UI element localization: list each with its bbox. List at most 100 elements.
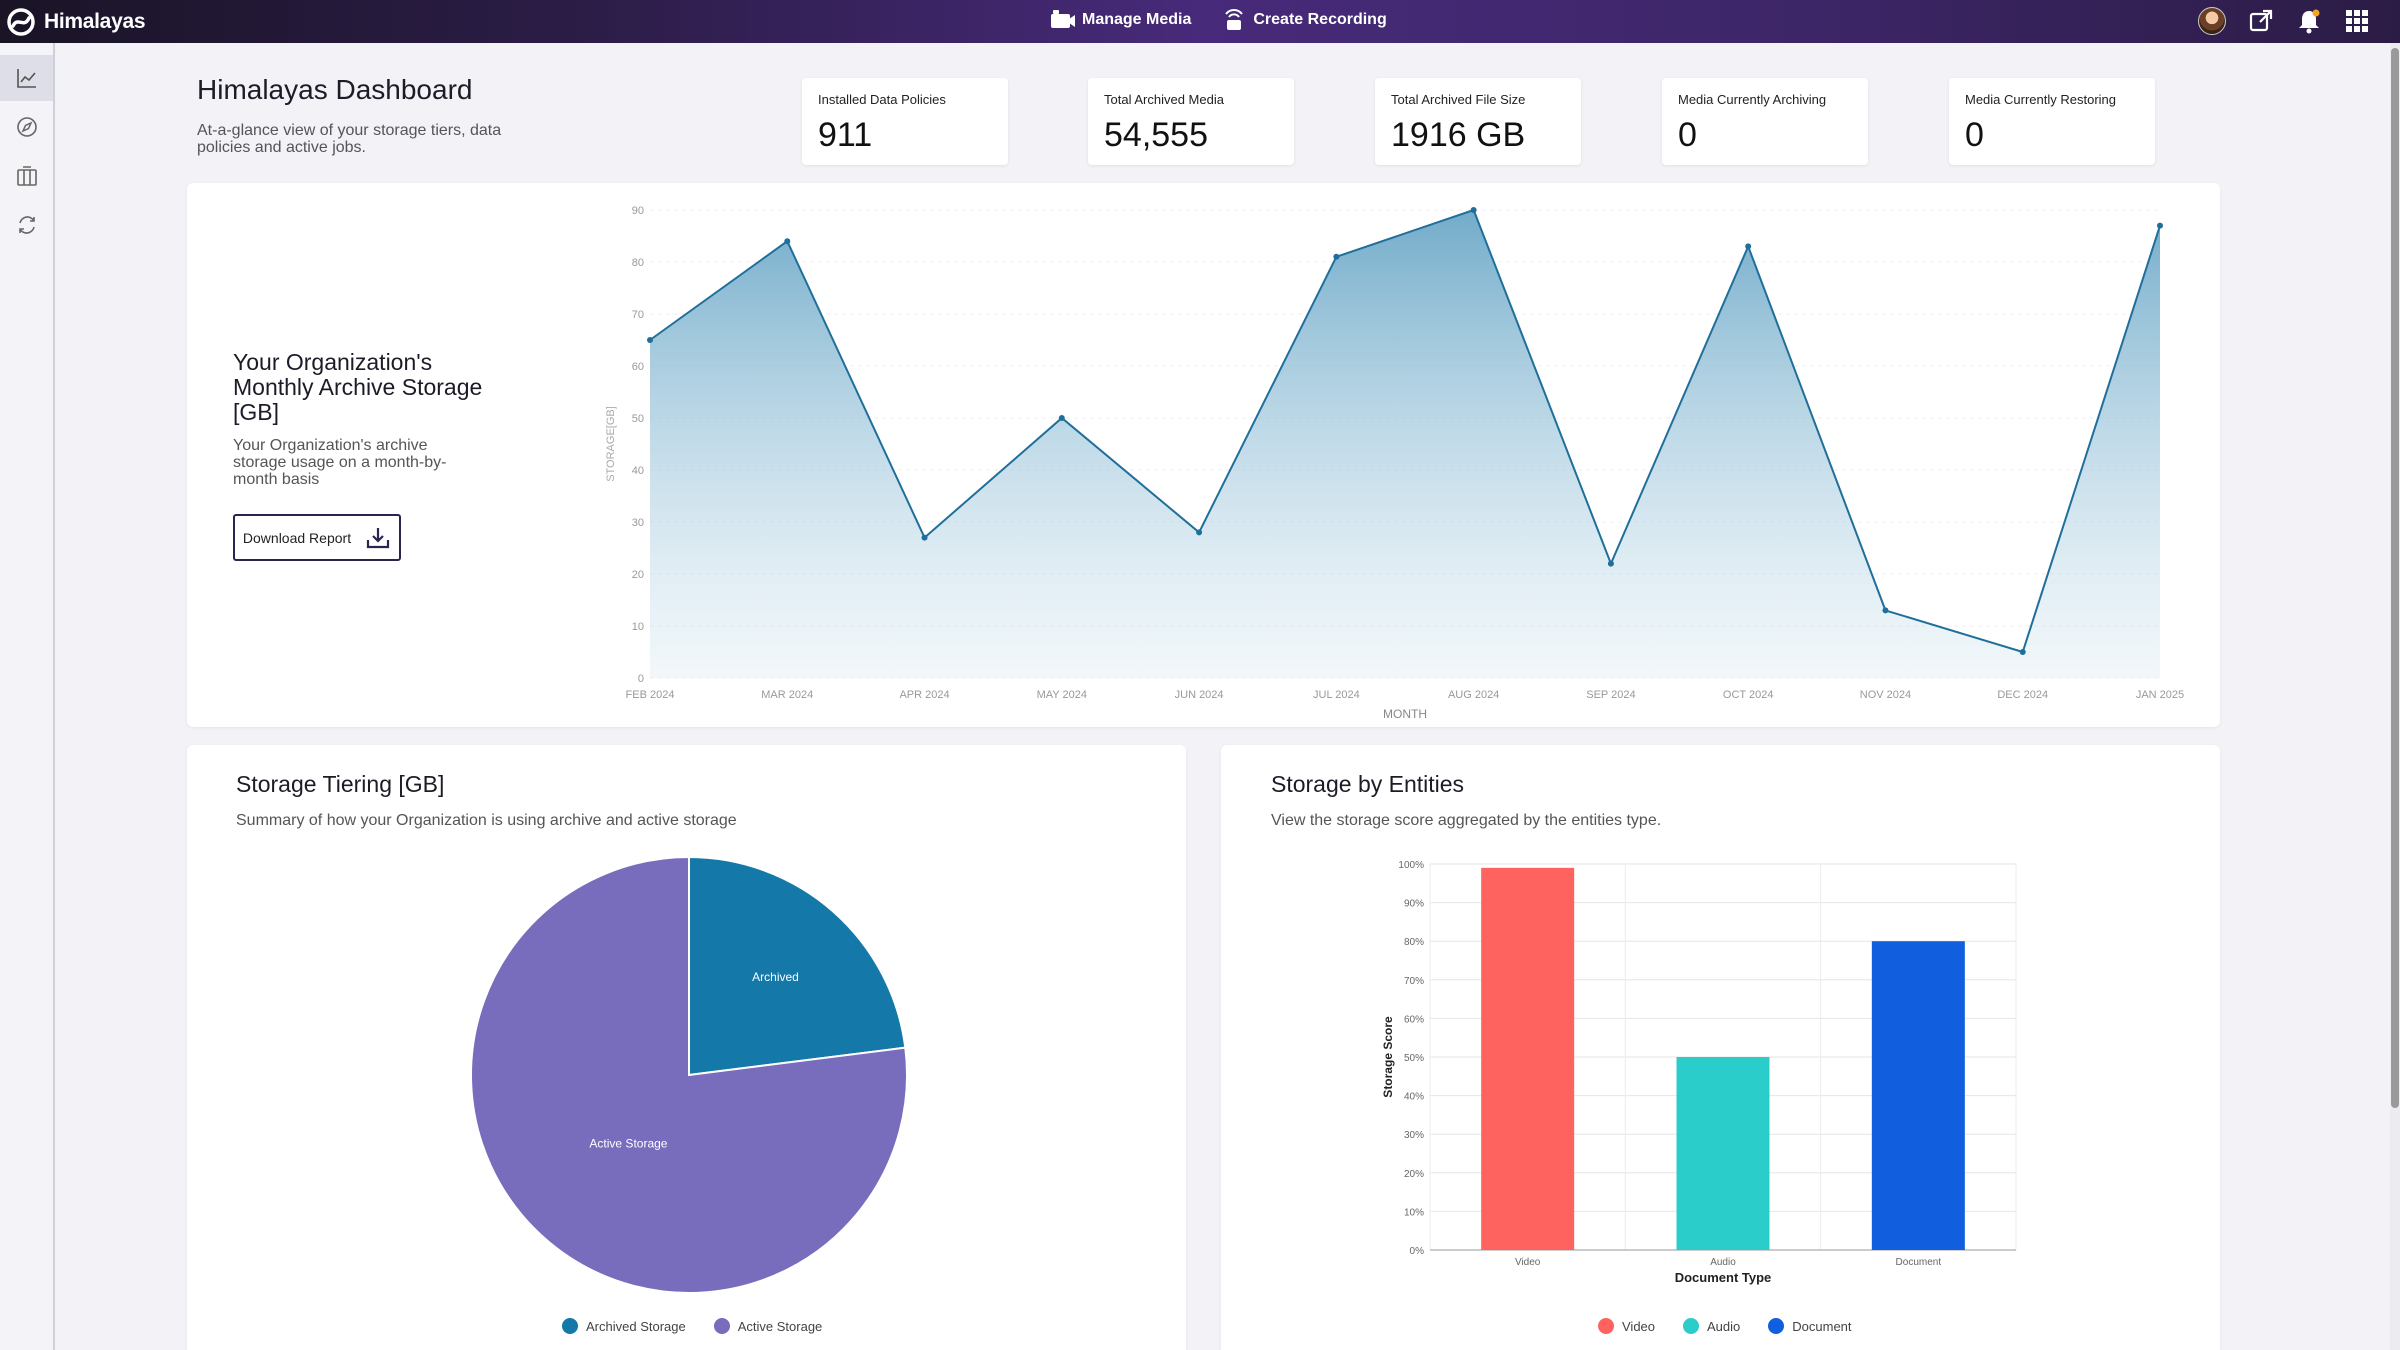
data-point	[1882, 607, 1889, 614]
y-tick-label: 90	[632, 205, 644, 217]
x-tick-label: JUL 2024	[1313, 689, 1360, 701]
legend-item-active[interactable]: Active Storage	[713, 1318, 822, 1334]
brand[interactable]: Himalayas	[6, 6, 146, 37]
legend-dot	[713, 1318, 730, 1334]
area-fill	[650, 210, 2160, 678]
avatar[interactable]	[2198, 7, 2226, 35]
bar	[1676, 1057, 1770, 1250]
line-chart-icon	[16, 69, 36, 88]
top-actions: Manage Media Create Recording	[1050, 8, 1387, 32]
y-tick-label: 40	[632, 465, 644, 477]
download-report-button[interactable]: Download Report	[233, 514, 401, 561]
x-tick-label: Audio	[1710, 1257, 1736, 1268]
data-point	[1333, 253, 1340, 260]
storage-tiering-subtitle: Summary of how your Organization is usin…	[236, 812, 737, 829]
y-tick-label: 10%	[1404, 1207, 1424, 1218]
sidebar-item-dashboard[interactable]	[0, 55, 53, 101]
x-tick-label: JAN 2025	[2136, 689, 2184, 701]
stat-label: Total Archived Media	[1104, 92, 1224, 107]
legend-item-document[interactable]: Document	[1768, 1318, 1852, 1334]
legend-item-audio[interactable]: Audio	[1683, 1318, 1740, 1334]
data-point	[2019, 649, 2026, 655]
top-right-controls	[2198, 7, 2370, 35]
y-tick-label: 40%	[1404, 1092, 1424, 1103]
external-link-icon[interactable]	[2248, 8, 2274, 34]
data-point	[647, 337, 653, 343]
monthly-area-chart: 0 10 20 30 40 50 60 70 80 90 FEB 2024 MAR 2024 APR 2…	[605, 205, 2184, 721]
video-icon	[1051, 10, 1075, 28]
data-point	[1745, 243, 1752, 250]
bar	[1871, 941, 1965, 1250]
series-line	[649, 208, 2161, 654]
bar-legend: Video Audio Document	[1598, 1318, 1852, 1334]
legend-item-archived[interactable]: Archived Storage	[562, 1318, 686, 1334]
x-tick-label: FEB 2024	[626, 689, 675, 701]
pie-legend: Archived Storage Active Storage	[562, 1318, 822, 1334]
x-tick-label: OCT 2024	[1723, 689, 1774, 701]
stat-value: 0	[1678, 116, 1697, 154]
bell-icon[interactable]	[2296, 8, 2322, 34]
x-tick-label: Document	[1896, 1257, 1942, 1268]
legend-label: Document	[1792, 1318, 1852, 1334]
stat-value: 1916 GB	[1391, 116, 1526, 154]
refresh-icon	[18, 216, 35, 234]
page-title: Himalayas Dashboard	[197, 74, 473, 105]
y-tick-label: 70	[632, 309, 644, 321]
y-tick-label: 70%	[1404, 976, 1424, 987]
legend-label: Archived Storage	[586, 1318, 686, 1334]
y-tick-label: 50	[632, 413, 644, 425]
legend-item-video[interactable]: Video	[1598, 1318, 1655, 1334]
apps-grid-icon[interactable]	[2344, 8, 2370, 34]
data-point	[1607, 560, 1614, 567]
stat-card-archived-file-size: Total Archived File Size 1916 GB	[1375, 78, 1581, 165]
y-axis-label: Storage Score	[1381, 1016, 1395, 1098]
stat-value: 54,555	[1104, 116, 1208, 154]
legend-label: Video	[1622, 1318, 1656, 1334]
y-axis-label: STORAGE[GB]	[605, 406, 617, 482]
slice-label: Archived	[752, 970, 799, 984]
pie-slice	[688, 855, 907, 1077]
stat-card-installed-policies: Installed Data Policies 911	[802, 78, 1008, 165]
y-tick-label: 80%	[1404, 937, 1424, 948]
x-tick-label: Video	[1515, 1257, 1541, 1268]
sidebar-item-library[interactable]	[0, 153, 53, 199]
y-tick-label: 30%	[1404, 1130, 1424, 1141]
slice-label: Active Storage	[589, 1137, 667, 1151]
sidebar-item-sync[interactable]	[0, 202, 53, 248]
page-scrollbar[interactable]	[2390, 43, 2400, 1350]
y-tick-label: 30	[632, 517, 644, 529]
x-tick-label: SEP 2024	[1586, 689, 1635, 701]
pie-slice	[470, 855, 908, 1294]
stat-label: Media Currently Restoring	[1965, 92, 2117, 107]
stat-card-currently-archiving: Media Currently Archiving 0	[1662, 78, 1868, 165]
data-point	[784, 238, 791, 245]
create-recording-button[interactable]: Create Recording	[1221, 8, 1387, 32]
data-point	[1470, 207, 1477, 213]
x-axis-label: MONTH	[1383, 707, 1427, 721]
stat-card-archived-media: Total Archived Media 54,555	[1088, 78, 1294, 165]
manage-media-button[interactable]: Manage Media	[1050, 8, 1191, 32]
manage-media-label: Manage Media	[1082, 11, 1192, 28]
legend-dot	[1683, 1318, 1700, 1334]
data-point	[921, 534, 928, 541]
compass-icon	[16, 117, 37, 137]
sidebar	[0, 43, 55, 1350]
data-point	[1196, 529, 1203, 536]
x-tick-label: NOV 2024	[1860, 689, 1911, 701]
download-report-label: Download Report	[242, 529, 352, 546]
legend-dot	[1768, 1318, 1785, 1334]
page-subtitle: At-a-glance view of your storage tiers, …	[197, 122, 502, 156]
y-tick-label: 10	[632, 621, 644, 633]
bar	[1481, 867, 1575, 1250]
library-icon	[16, 166, 37, 186]
top-bar: Himalayas Manage Media Create Recording	[0, 0, 2400, 43]
create-recording-label: Create Recording	[1253, 11, 1387, 28]
broadcast-icon	[1225, 9, 1244, 30]
stat-value: 0	[1965, 116, 1984, 154]
scrollbar-thumb[interactable]	[2391, 48, 2399, 1108]
monthly-chart-subtitle: Your Organization's archive storage usag…	[233, 437, 447, 488]
x-tick-label: JUN 2024	[1175, 689, 1224, 701]
y-tick-label: 0%	[1410, 1246, 1425, 1257]
x-tick-label: MAY 2024	[1037, 689, 1087, 701]
sidebar-item-explore[interactable]	[0, 104, 53, 150]
